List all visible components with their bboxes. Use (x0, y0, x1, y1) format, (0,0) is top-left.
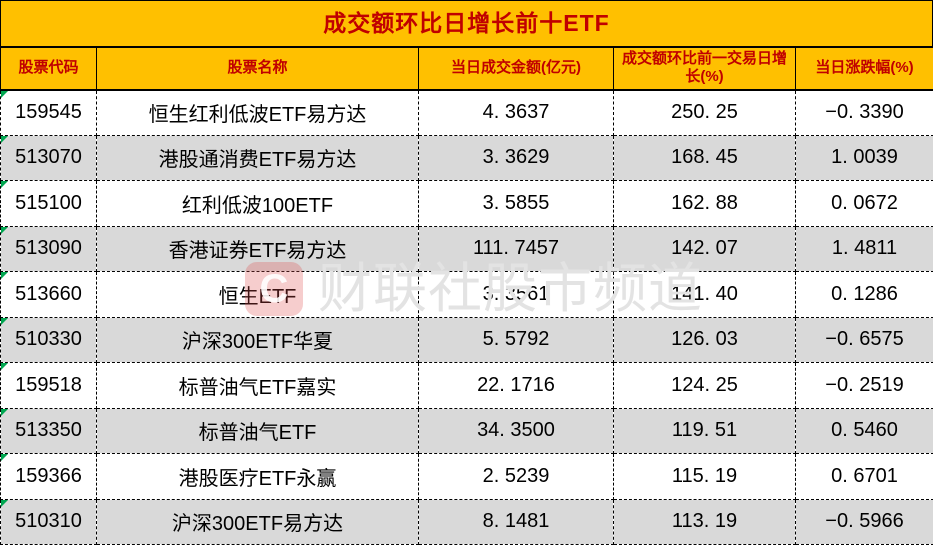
col-header-change: 当日涨跌幅(%) (795, 47, 933, 91)
cell-turnover: 3. 5855 (418, 180, 614, 227)
cell-stock-code: 513350 (0, 407, 97, 454)
cell-change: 0. 0672 (795, 180, 933, 227)
green-corner-indicator-icon (1, 272, 8, 279)
green-corner-indicator-icon (1, 363, 8, 370)
green-corner-indicator-icon (1, 499, 8, 507)
cell-stock-name: 沪深300ETF易方达 (96, 498, 419, 545)
cell-stock-code: 513090 (0, 225, 97, 272)
stock-code-text: 513090 (15, 237, 82, 260)
cell-turnover: 4. 3637 (418, 89, 614, 136)
green-corner-indicator-icon (1, 317, 8, 325)
table-row: 513350 标普油气ETF 34. 3500 119. 51 0. 5460 (0, 407, 933, 454)
cell-stock-name: 港股医疗ETF永赢 (96, 453, 419, 500)
cell-turnover: 22. 1716 (418, 362, 614, 409)
cell-growth: 115. 19 (613, 453, 796, 500)
cell-change: 1. 4811 (795, 225, 933, 272)
table-row: 159518 标普油气ETF嘉实 22. 1716 124. 25 −0. 2519 (0, 362, 933, 409)
stock-code-text: 513350 (15, 419, 82, 442)
stock-code-text: 510310 (15, 510, 82, 533)
cell-growth: 126. 03 (613, 316, 796, 363)
cell-change: 1. 0039 (795, 134, 933, 181)
cell-stock-code: 513070 (0, 134, 97, 181)
stock-code-text: 513660 (15, 282, 82, 305)
cell-stock-code: 510310 (0, 498, 97, 545)
table-row: 513090 香港证券ETF易方达 111. 7457 142. 07 1. 4811 (0, 225, 933, 272)
table-row: 510330 沪深300ETF华夏 5. 5792 126. 03 −0. 6575 (0, 316, 933, 363)
cell-change: 0. 1286 (795, 271, 933, 318)
cell-turnover: 5. 5792 (418, 316, 614, 363)
green-corner-indicator-icon (1, 408, 8, 416)
cell-growth: 119. 51 (613, 407, 796, 454)
cell-growth: 141. 40 (613, 271, 796, 318)
stock-code-text: 159518 (15, 373, 82, 396)
stock-code-text: 510330 (15, 328, 82, 351)
table-title: 成交额环比日增长前十ETF (0, 0, 933, 47)
table-body: 159545 恒生红利低波ETF易方达 4. 3637 250. 25 −0. 3390… (0, 89, 933, 545)
cell-change: −0. 3390 (795, 89, 933, 136)
cell-change: 0. 5460 (795, 407, 933, 454)
cell-change: 0. 6701 (795, 453, 933, 500)
stock-code-text: 513070 (15, 146, 82, 169)
green-corner-indicator-icon (1, 90, 8, 98)
stock-code-text: 159545 (15, 101, 82, 123)
cell-change: −0. 6575 (795, 316, 933, 363)
green-corner-indicator-icon (1, 181, 8, 188)
cell-growth: 168. 45 (613, 134, 796, 181)
cell-growth: 250. 25 (613, 89, 796, 136)
table-row: 159545 恒生红利低波ETF易方达 4. 3637 250. 25 −0. 3390 (0, 89, 933, 136)
cell-turnover: 3. 3561 (418, 271, 614, 318)
cell-growth: 142. 07 (613, 225, 796, 272)
green-corner-indicator-icon (1, 454, 8, 461)
table-row: 159366 港股医疗ETF永赢 2. 5239 115. 19 0. 6701 (0, 453, 933, 500)
cell-stock-code: 159545 (0, 89, 97, 136)
cell-turnover: 8. 1481 (418, 498, 614, 545)
cell-stock-code: 159518 (0, 362, 97, 409)
col-header-growth: 成交额环比前一交易日增长(%) (613, 47, 796, 91)
stock-code-text: 159366 (15, 464, 82, 487)
cell-growth: 162. 88 (613, 180, 796, 227)
table-header-row: 股票代码 股票名称 当日成交金额(亿元) 成交额环比前一交易日增长(%) 当日涨… (0, 47, 933, 91)
cell-stock-name: 标普油气ETF (96, 407, 419, 454)
cell-turnover: 3. 3629 (418, 134, 614, 181)
cell-growth: 124. 25 (613, 362, 796, 409)
cell-stock-name: 红利低波100ETF (96, 180, 419, 227)
cell-stock-name: 恒生红利低波ETF易方达 (96, 89, 419, 136)
stock-code-text: 515100 (15, 191, 82, 214)
cell-stock-name: 标普油气ETF嘉实 (96, 362, 419, 409)
etf-data-table: 股票代码 股票名称 当日成交金额(亿元) 成交额环比前一交易日增长(%) 当日涨… (0, 47, 933, 545)
cell-turnover: 2. 5239 (418, 453, 614, 500)
table-row: 513660 恒生ETF 3. 3561 141. 40 0. 1286 (0, 271, 933, 318)
table-row: 515100 红利低波100ETF 3. 5855 162. 88 0. 0672 (0, 180, 933, 227)
cell-stock-code: 513660 (0, 271, 97, 318)
table-row: 510310 沪深300ETF易方达 8. 1481 113. 19 −0. 5966 (0, 498, 933, 545)
col-header-stock-name: 股票名称 (96, 47, 419, 91)
cell-stock-code: 159366 (0, 453, 97, 500)
cell-turnover: 34. 3500 (418, 407, 614, 454)
cell-stock-code: 510330 (0, 316, 97, 363)
cell-stock-code: 515100 (0, 180, 97, 227)
cell-stock-name: 恒生ETF (96, 271, 419, 318)
table-row: 513070 港股通消费ETF易方达 3. 3629 168. 45 1. 0039 (0, 134, 933, 181)
cell-turnover: 111. 7457 (418, 225, 614, 272)
cell-stock-name: 港股通消费ETF易方达 (96, 134, 419, 181)
cell-change: −0. 5966 (795, 498, 933, 545)
cell-stock-name: 沪深300ETF华夏 (96, 316, 419, 363)
cell-growth: 113. 19 (613, 498, 796, 545)
green-corner-indicator-icon (1, 226, 8, 234)
col-header-stock-code: 股票代码 (0, 47, 97, 91)
cell-change: −0. 2519 (795, 362, 933, 409)
green-corner-indicator-icon (1, 135, 8, 143)
cell-stock-name: 香港证券ETF易方达 (96, 225, 419, 272)
col-header-turnover: 当日成交金额(亿元) (418, 47, 614, 91)
